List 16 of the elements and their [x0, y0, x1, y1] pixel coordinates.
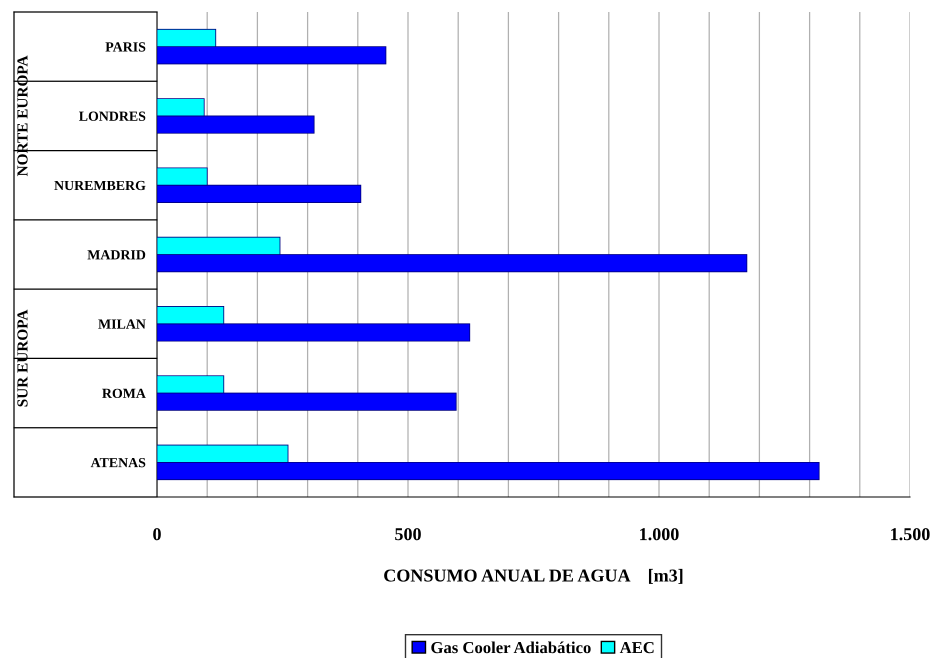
y-tick-label: ATENAS	[90, 458, 146, 468]
y-tick-label: MILAN	[98, 319, 146, 329]
text: NORTE EUROPA	[17, 56, 28, 176]
y-tick-label: LONDRES	[78, 112, 146, 121]
legend-label: AEC	[620, 642, 654, 654]
y-tick-label: NUREMBERG	[54, 180, 146, 190]
y-tick-label: PARIS	[105, 42, 146, 52]
x-tick-label: 1.500	[891, 528, 930, 540]
x-tick-label: 1.000	[640, 528, 679, 540]
x-tick-label: 500	[395, 528, 421, 540]
legend-label: Gas Cooler Adiabático	[431, 641, 591, 654]
x-tick-label: 0	[153, 528, 161, 540]
text: SUR EUROPA	[17, 310, 28, 406]
y-tick-label: MADRID	[87, 250, 146, 260]
y-tick-label: ROMA	[102, 388, 146, 398]
x-axis-title: CONSUMO ANUAL DE AGUA [m3]	[384, 568, 682, 584]
